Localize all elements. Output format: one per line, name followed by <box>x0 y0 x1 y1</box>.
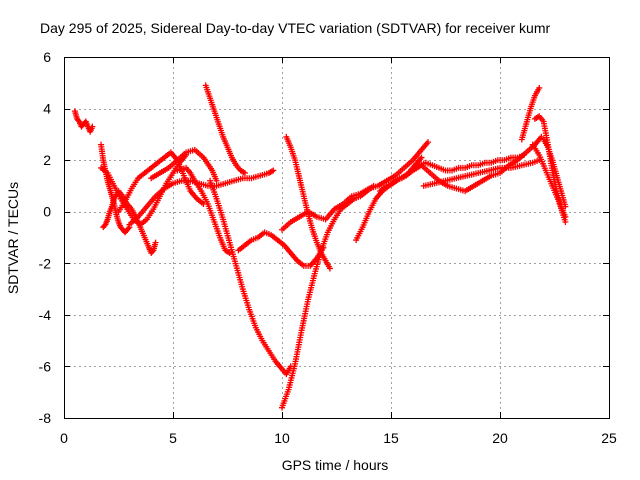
data-point-marker <box>125 225 132 232</box>
series-track-6 <box>126 167 277 228</box>
y-tick-label: 0 <box>43 204 51 220</box>
x-tick-label: 25 <box>601 430 617 446</box>
x-tick-label: 5 <box>169 430 177 446</box>
data-point-marker <box>326 265 333 272</box>
y-tick-labels: -8 -6 -4 -2 0 2 4 6 <box>39 49 52 426</box>
grid-lines <box>64 57 609 418</box>
series-track-14 <box>279 139 432 233</box>
x-tick-label: 20 <box>492 430 508 446</box>
y-tick-label: -6 <box>39 358 52 374</box>
data-point-marker <box>562 203 569 210</box>
axis-ticks <box>64 57 610 419</box>
x-tick-label: 10 <box>274 430 290 446</box>
y-tick-label: 4 <box>43 101 51 117</box>
series-track-7 <box>148 146 220 184</box>
series-track-8 <box>174 164 233 256</box>
series-track-21 <box>529 141 569 226</box>
y-tick-label: -4 <box>39 307 52 323</box>
data-point-marker <box>75 117 82 124</box>
data-point-marker <box>418 154 425 161</box>
data-point-marker <box>149 248 156 255</box>
data-point-marker <box>152 239 159 246</box>
data-point-marker <box>536 84 543 91</box>
series-track-13 <box>283 133 333 272</box>
series-track-19 <box>518 84 543 143</box>
series-track-18 <box>420 157 543 189</box>
data-point-marker <box>425 139 432 146</box>
data-point-marker <box>270 167 277 174</box>
data-point-marker <box>241 170 248 177</box>
y-tick-label: 6 <box>43 49 51 65</box>
series-track-9 <box>202 82 248 177</box>
x-tick-label: 0 <box>60 430 68 446</box>
series-track-1 <box>71 108 96 135</box>
x-axis-label: GPS time / hours <box>282 457 389 473</box>
y-axis-label: SDTVAR / TECUs <box>5 182 21 294</box>
data-point-marker <box>101 222 108 229</box>
data-point-marker <box>213 177 220 184</box>
series-track-10 <box>207 177 294 378</box>
x-tick-labels: 0 5 10 15 20 25 <box>60 430 617 446</box>
data-marks <box>71 82 569 411</box>
series-track-22 <box>540 136 569 210</box>
chart-title: Day 295 of 2025, Sidereal Day-to-day VTE… <box>40 20 550 36</box>
y-tick-label: 2 <box>43 152 51 168</box>
data-point-marker <box>562 219 569 226</box>
series-track-11 <box>235 229 327 269</box>
x-tick-label: 15 <box>383 430 399 446</box>
y-tick-label: -2 <box>39 255 52 271</box>
data-point-marker <box>89 123 96 130</box>
plot-frame <box>64 57 610 419</box>
y-tick-label: -8 <box>39 410 52 426</box>
